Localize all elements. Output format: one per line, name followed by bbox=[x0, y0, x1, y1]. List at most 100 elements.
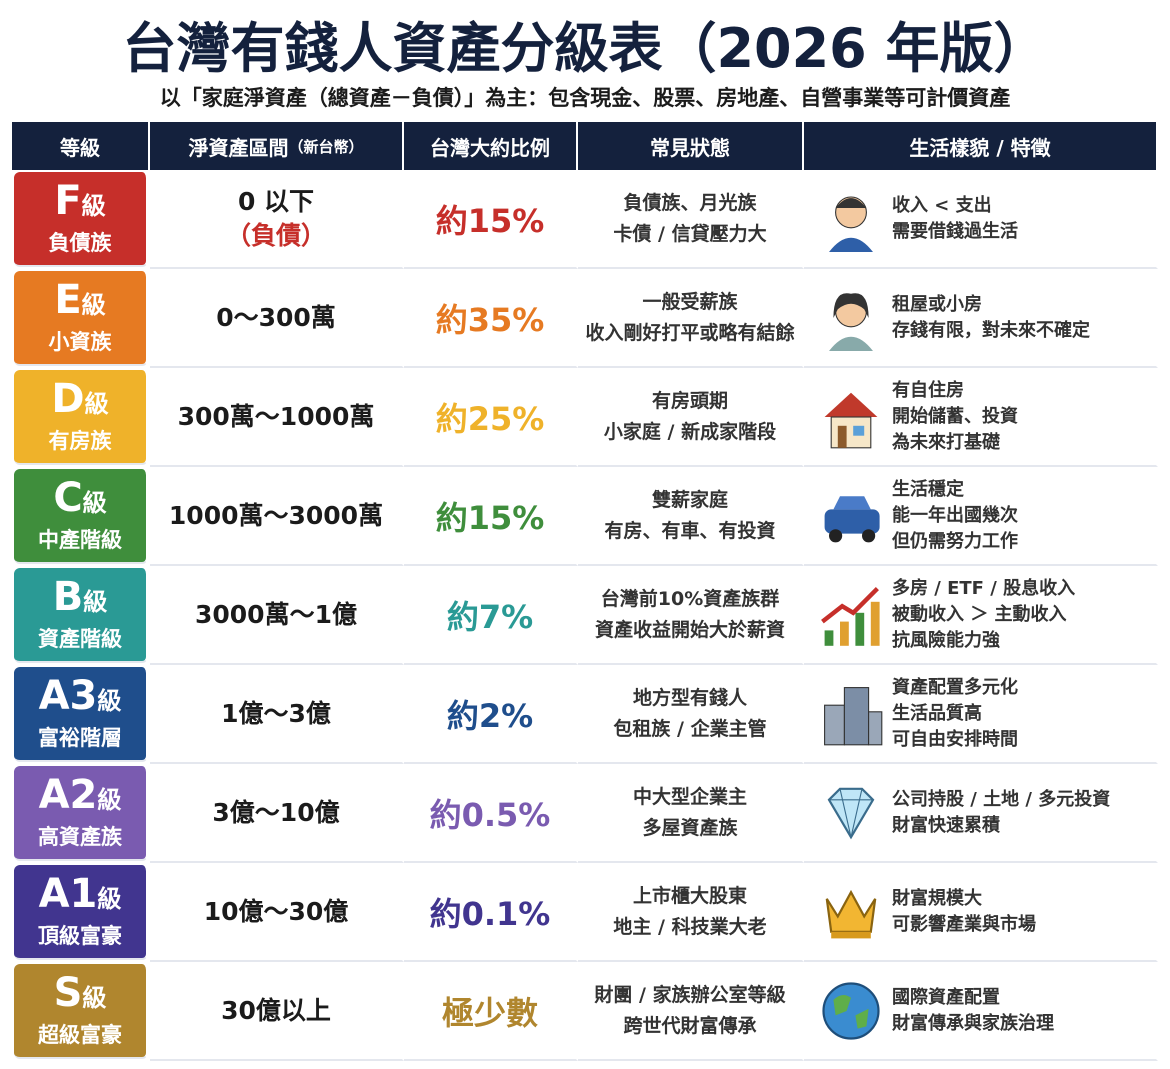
life-line: 生活穩定 bbox=[892, 478, 964, 500]
row: F級 負債族 0 以下 （負債） 約15% 負債族、月光族 卡債 / 信貸壓力大 收入 < 支… bbox=[12, 170, 1158, 269]
status-text: 財團 / 家族辦公室等級 bbox=[594, 983, 786, 1006]
life-line: 財富規模大 bbox=[892, 887, 982, 909]
life-line: 收入 < 支出 bbox=[892, 194, 992, 216]
row: A2級 高資產族 3億～10億 約0.5% 中大型企業主 多屋資產族 公司持股 / 土地 /… bbox=[12, 764, 1158, 863]
grade-group: 小資族 bbox=[48, 330, 112, 354]
row: A1級 頂級富豪 10億～30億 約0.1% 上市櫃大股東 地主 / 科技業大老 財富規模大… bbox=[12, 863, 1158, 962]
life-line: 被動收入 ＞ 主動收入 bbox=[892, 603, 1067, 625]
icon bbox=[818, 978, 884, 1044]
grade-suffix: 級 bbox=[97, 885, 122, 913]
life-line: 需要借錢過生活 bbox=[892, 220, 1018, 242]
icon bbox=[818, 582, 884, 648]
subtitle: 以「家庭淨資產（總資產－負債）」為主：包含現金、股票、房地產、自營事業等可計價資… bbox=[159, 86, 1011, 110]
header-text: 淨資產區間 bbox=[188, 135, 289, 160]
life-cell: 租屋或小房 存錢有限，對未來不確定 bbox=[804, 269, 1158, 368]
icon bbox=[818, 681, 884, 747]
share-cell: 約15% bbox=[404, 170, 578, 269]
icon-svg bbox=[824, 686, 883, 745]
range-cell: 30億以上 bbox=[150, 962, 404, 1061]
header-text: 台灣大約比例 bbox=[430, 135, 550, 160]
icon bbox=[818, 879, 884, 945]
grade-cell: A2級 高資產族 bbox=[14, 766, 148, 861]
life-text: 有自住房 開始儲蓄、投資 為未來打基礎 bbox=[892, 378, 1018, 456]
row: D級 有房族 300萬～1000萬 約25% 有房頭期 小家庭 / 新成家階段 有自住房 開始… bbox=[12, 368, 1158, 467]
life-line: 財富傳承與家族治理 bbox=[892, 1012, 1054, 1034]
grade-group: 資產階級 bbox=[38, 627, 122, 651]
status-text: 負債族、月光族 bbox=[623, 191, 757, 214]
grade-group: 超級富豪 bbox=[38, 1023, 122, 1047]
share-cell: 約2% bbox=[404, 665, 578, 764]
grade-cell: C級 中產階級 bbox=[14, 469, 148, 564]
status-text: 雙薪家庭 bbox=[651, 488, 728, 511]
grade-suffix: 級 bbox=[81, 291, 106, 319]
header-cell: 台灣大約比例 bbox=[404, 122, 578, 170]
status-text: 卡債 / 信貸壓力大 bbox=[613, 222, 767, 245]
grade-suffix: 級 bbox=[82, 984, 107, 1012]
range-text: （負債） bbox=[225, 220, 326, 250]
range-cell: 0～300萬 bbox=[150, 269, 404, 368]
share-text: 約15% bbox=[435, 201, 545, 240]
share-cell: 約35% bbox=[404, 269, 578, 368]
status-text: 地方型有錢人 bbox=[632, 686, 747, 709]
life-line: 可自由安排時間 bbox=[892, 728, 1018, 750]
life-cell: 公司持股 / 土地 / 多元投資 財富快速累積 bbox=[804, 764, 1158, 863]
life-line: 為未來打基礎 bbox=[892, 431, 1000, 453]
life-line: 財富快速累積 bbox=[892, 814, 1000, 836]
icon bbox=[818, 384, 884, 450]
header-cell: 等級 bbox=[12, 122, 150, 170]
icon-svg bbox=[827, 787, 875, 839]
grade-suffix: 級 bbox=[81, 192, 106, 220]
icon-svg bbox=[829, 195, 873, 252]
life-text: 租屋或小房 存錢有限，對未來不確定 bbox=[892, 292, 1090, 344]
life-text: 財富規模大 可影響產業與市場 bbox=[892, 886, 1036, 938]
grade-suffix: 級 bbox=[83, 588, 108, 616]
icon-svg bbox=[825, 889, 877, 938]
grade-letter: C bbox=[53, 475, 83, 521]
grade-letter: D bbox=[51, 376, 85, 422]
life-line: 能一年出國幾次 bbox=[892, 504, 1018, 526]
header-text: 常見狀態 bbox=[650, 135, 730, 160]
status-cell: 上市櫃大股東 地主 / 科技業大老 bbox=[578, 863, 804, 962]
header-cell: 生活樣貌 / 特徵 bbox=[804, 122, 1158, 170]
status-text: 跨世代財富傳承 bbox=[623, 1014, 757, 1037]
grade: A2級 bbox=[39, 774, 122, 821]
status-cell: 一般受薪族 收入剛好打平或略有結餘 bbox=[578, 269, 804, 368]
status-text: 資產收益開始大於薪資 bbox=[594, 618, 785, 641]
range-text: 1億～3億 bbox=[221, 698, 331, 728]
status-text: 地主 / 科技業大老 bbox=[613, 915, 767, 938]
grade-group: 頂級富豪 bbox=[38, 924, 122, 948]
header-cell: 常見狀態 bbox=[578, 122, 804, 170]
range-cell: 0 以下 （負債） bbox=[150, 170, 404, 269]
grade-letter: A3 bbox=[38, 673, 98, 719]
icon bbox=[818, 285, 884, 351]
share-text: 約7% bbox=[446, 597, 534, 636]
grade: E級 bbox=[54, 279, 105, 326]
life-cell: 有自住房 開始儲蓄、投資 為未來打基礎 bbox=[804, 368, 1158, 467]
icon-svg bbox=[822, 981, 880, 1040]
life-text: 多房 / ETF / 股息收入 被動收入 ＞ 主動收入 抗風險能力強 bbox=[892, 576, 1075, 654]
table: 等級 淨資產區間 （新台幣） 台灣大約比例 常見狀態 生活樣貌 / 特徵 F級 負債族 0 以下… bbox=[12, 122, 1158, 1062]
title: 台灣有錢人資產分級表（2026 年版） bbox=[122, 17, 1048, 80]
icon bbox=[818, 186, 884, 252]
status-text: 上市櫃大股東 bbox=[632, 884, 747, 907]
icon-svg bbox=[821, 586, 880, 646]
grade: A1級 bbox=[39, 873, 122, 920]
share-cell: 約7% bbox=[404, 566, 578, 665]
share-text: 約25% bbox=[435, 399, 545, 438]
life-line: 公司持股 / 土地 / 多元投資 bbox=[892, 788, 1111, 810]
grade: B級 bbox=[53, 576, 108, 623]
header-text: 生活樣貌 / 特徵 bbox=[909, 135, 1051, 160]
range-text: 0～300萬 bbox=[216, 302, 336, 332]
range-text: 3000萬～1億 bbox=[195, 599, 357, 629]
range-cell: 3億～10億 bbox=[150, 764, 404, 863]
share-cell: 約0.1% bbox=[404, 863, 578, 962]
status-text: 有房、有車、有投資 bbox=[604, 519, 776, 542]
status-text: 收入剛好打平或略有結餘 bbox=[585, 321, 795, 344]
life-line: 有自住房 bbox=[892, 379, 964, 401]
grade-letter: B bbox=[52, 574, 84, 620]
grade-letter: A2 bbox=[38, 772, 98, 818]
share-text: 極少數 bbox=[441, 993, 538, 1032]
grade-letter: F bbox=[54, 178, 82, 224]
status-cell: 負債族、月光族 卡債 / 信貸壓力大 bbox=[578, 170, 804, 269]
row: C級 中產階級 1000萬～3000萬 約15% 雙薪家庭 有房、有車、有投資 生活穩定 能一… bbox=[12, 467, 1158, 566]
